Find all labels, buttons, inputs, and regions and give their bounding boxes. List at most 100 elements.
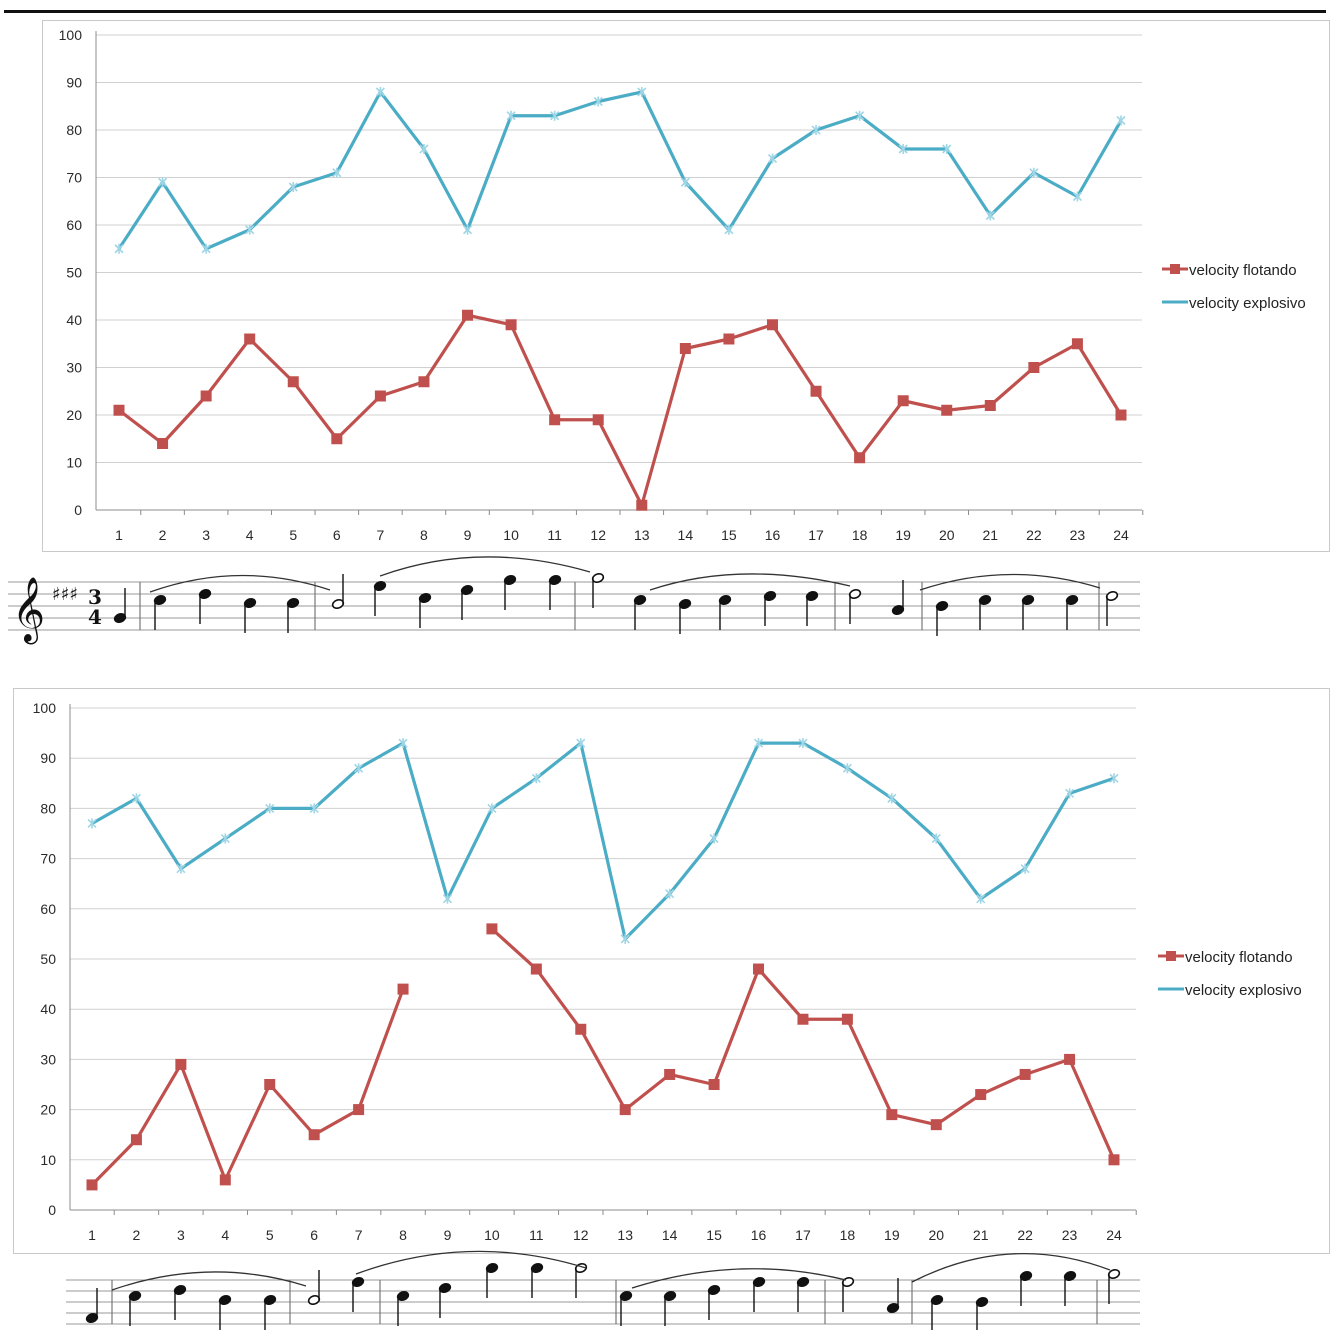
x-tick-label: 19 [895, 527, 911, 543]
data-point-square [86, 1179, 98, 1191]
x-tick-label: 14 [678, 527, 694, 543]
y-tick-label: 90 [66, 75, 82, 91]
data-point-star [665, 888, 675, 899]
data-point-star [593, 96, 603, 107]
data-point-star [1064, 788, 1075, 799]
top-rule [4, 10, 1326, 13]
x-tick-label: 14 [662, 1227, 678, 1243]
note-quarter [485, 1262, 499, 1298]
data-point-star [398, 738, 408, 749]
note-quarter [85, 1288, 99, 1324]
data-point-star [487, 803, 497, 814]
data-point-star [332, 167, 342, 178]
notes [85, 1262, 1121, 1330]
data-point-square [175, 1058, 187, 1070]
series-group [113, 87, 1127, 511]
y-tick-label: 60 [66, 217, 82, 233]
data-point-square [397, 983, 409, 995]
data-point-square [841, 1013, 853, 1025]
music-score-excerpt-2 [66, 1250, 1140, 1330]
x-tick-label: 5 [289, 527, 297, 543]
data-point-star [724, 224, 734, 235]
x-tick-label: 1 [115, 527, 123, 543]
note-quarter [619, 1290, 633, 1326]
y-tick-label: 80 [66, 122, 82, 138]
note-half [331, 574, 345, 610]
data-point-star [767, 153, 778, 164]
data-point-star [442, 893, 453, 904]
note-quarter [173, 1284, 187, 1320]
note-quarter [707, 1284, 721, 1320]
data-point-square [886, 1109, 898, 1121]
data-point-square [984, 400, 996, 411]
data-point-square [636, 499, 648, 511]
x-tick-label: 12 [590, 527, 606, 543]
data-point-square [1028, 362, 1040, 373]
y-tick-label: 100 [33, 700, 57, 716]
music-score-excerpt-1: 𝄞 ♯♯♯ 3 4 [8, 556, 1140, 644]
data-point-star [753, 738, 764, 749]
note-quarter [1065, 594, 1079, 630]
note-quarter [718, 594, 732, 630]
x-tick-label: 7 [376, 527, 384, 543]
y-tick-label: 20 [40, 1102, 56, 1118]
x-tick-label: 3 [177, 1227, 185, 1243]
note-half [841, 1276, 855, 1312]
data-point-square [264, 1079, 276, 1090]
y-tick-label: 30 [66, 360, 82, 376]
x-tick-label: 23 [1062, 1227, 1078, 1243]
data-point-star [887, 793, 897, 804]
x-tick-label: 6 [310, 1227, 318, 1243]
data-point-square [1071, 338, 1083, 350]
data-point-star [87, 818, 97, 829]
legend-marker-flotando [1166, 951, 1176, 961]
data-point-square [766, 319, 778, 331]
x-tick-label: 11 [547, 527, 562, 543]
x-tick-label: 1 [88, 1227, 96, 1243]
note-quarter [503, 574, 517, 610]
data-point-square [723, 333, 735, 345]
note-quarter [763, 590, 777, 626]
data-point-star [288, 182, 298, 192]
series-line [490, 927, 1116, 1161]
legend: velocity flotando velocity explosivo [1158, 949, 1302, 999]
data-point-star [680, 177, 690, 188]
note-quarter [373, 580, 387, 616]
data-point-square [592, 414, 604, 426]
key-signature-sharps: ♯♯♯ [52, 584, 78, 605]
axes [69, 704, 1137, 1215]
slurs [149, 556, 1101, 593]
data-point-star [531, 773, 541, 784]
data-point-star [506, 110, 516, 121]
data-point-square [897, 395, 909, 407]
y-tick-label: 40 [66, 312, 82, 328]
x-tick-label: 8 [420, 527, 428, 543]
data-point-star [220, 833, 230, 844]
data-point-square [374, 390, 386, 402]
data-point-star [375, 87, 385, 97]
data-point-square [941, 404, 953, 416]
data-point-square [930, 1119, 942, 1131]
x-tick-label: 24 [1113, 527, 1129, 543]
data-point-star [114, 243, 124, 254]
data-point-square [113, 404, 125, 416]
y-tick-label: 50 [66, 265, 82, 281]
data-point-square [708, 1079, 720, 1090]
data-point-star [462, 224, 473, 235]
data-point-square [664, 1068, 676, 1080]
note-quarter [891, 580, 905, 616]
note-quarter [128, 1290, 142, 1326]
note-quarter [633, 594, 647, 630]
note-quarter [935, 600, 949, 636]
data-point-star [176, 863, 186, 874]
data-point-star [811, 125, 821, 135]
note-quarter [153, 594, 167, 630]
legend-marker-flotando [1170, 264, 1180, 274]
note-quarter [975, 1296, 989, 1330]
y-tick-label: 10 [40, 1152, 56, 1168]
series-line [117, 90, 1123, 251]
note-half [848, 588, 862, 624]
data-point-star [985, 210, 995, 221]
x-tick-label: 11 [529, 1227, 544, 1243]
